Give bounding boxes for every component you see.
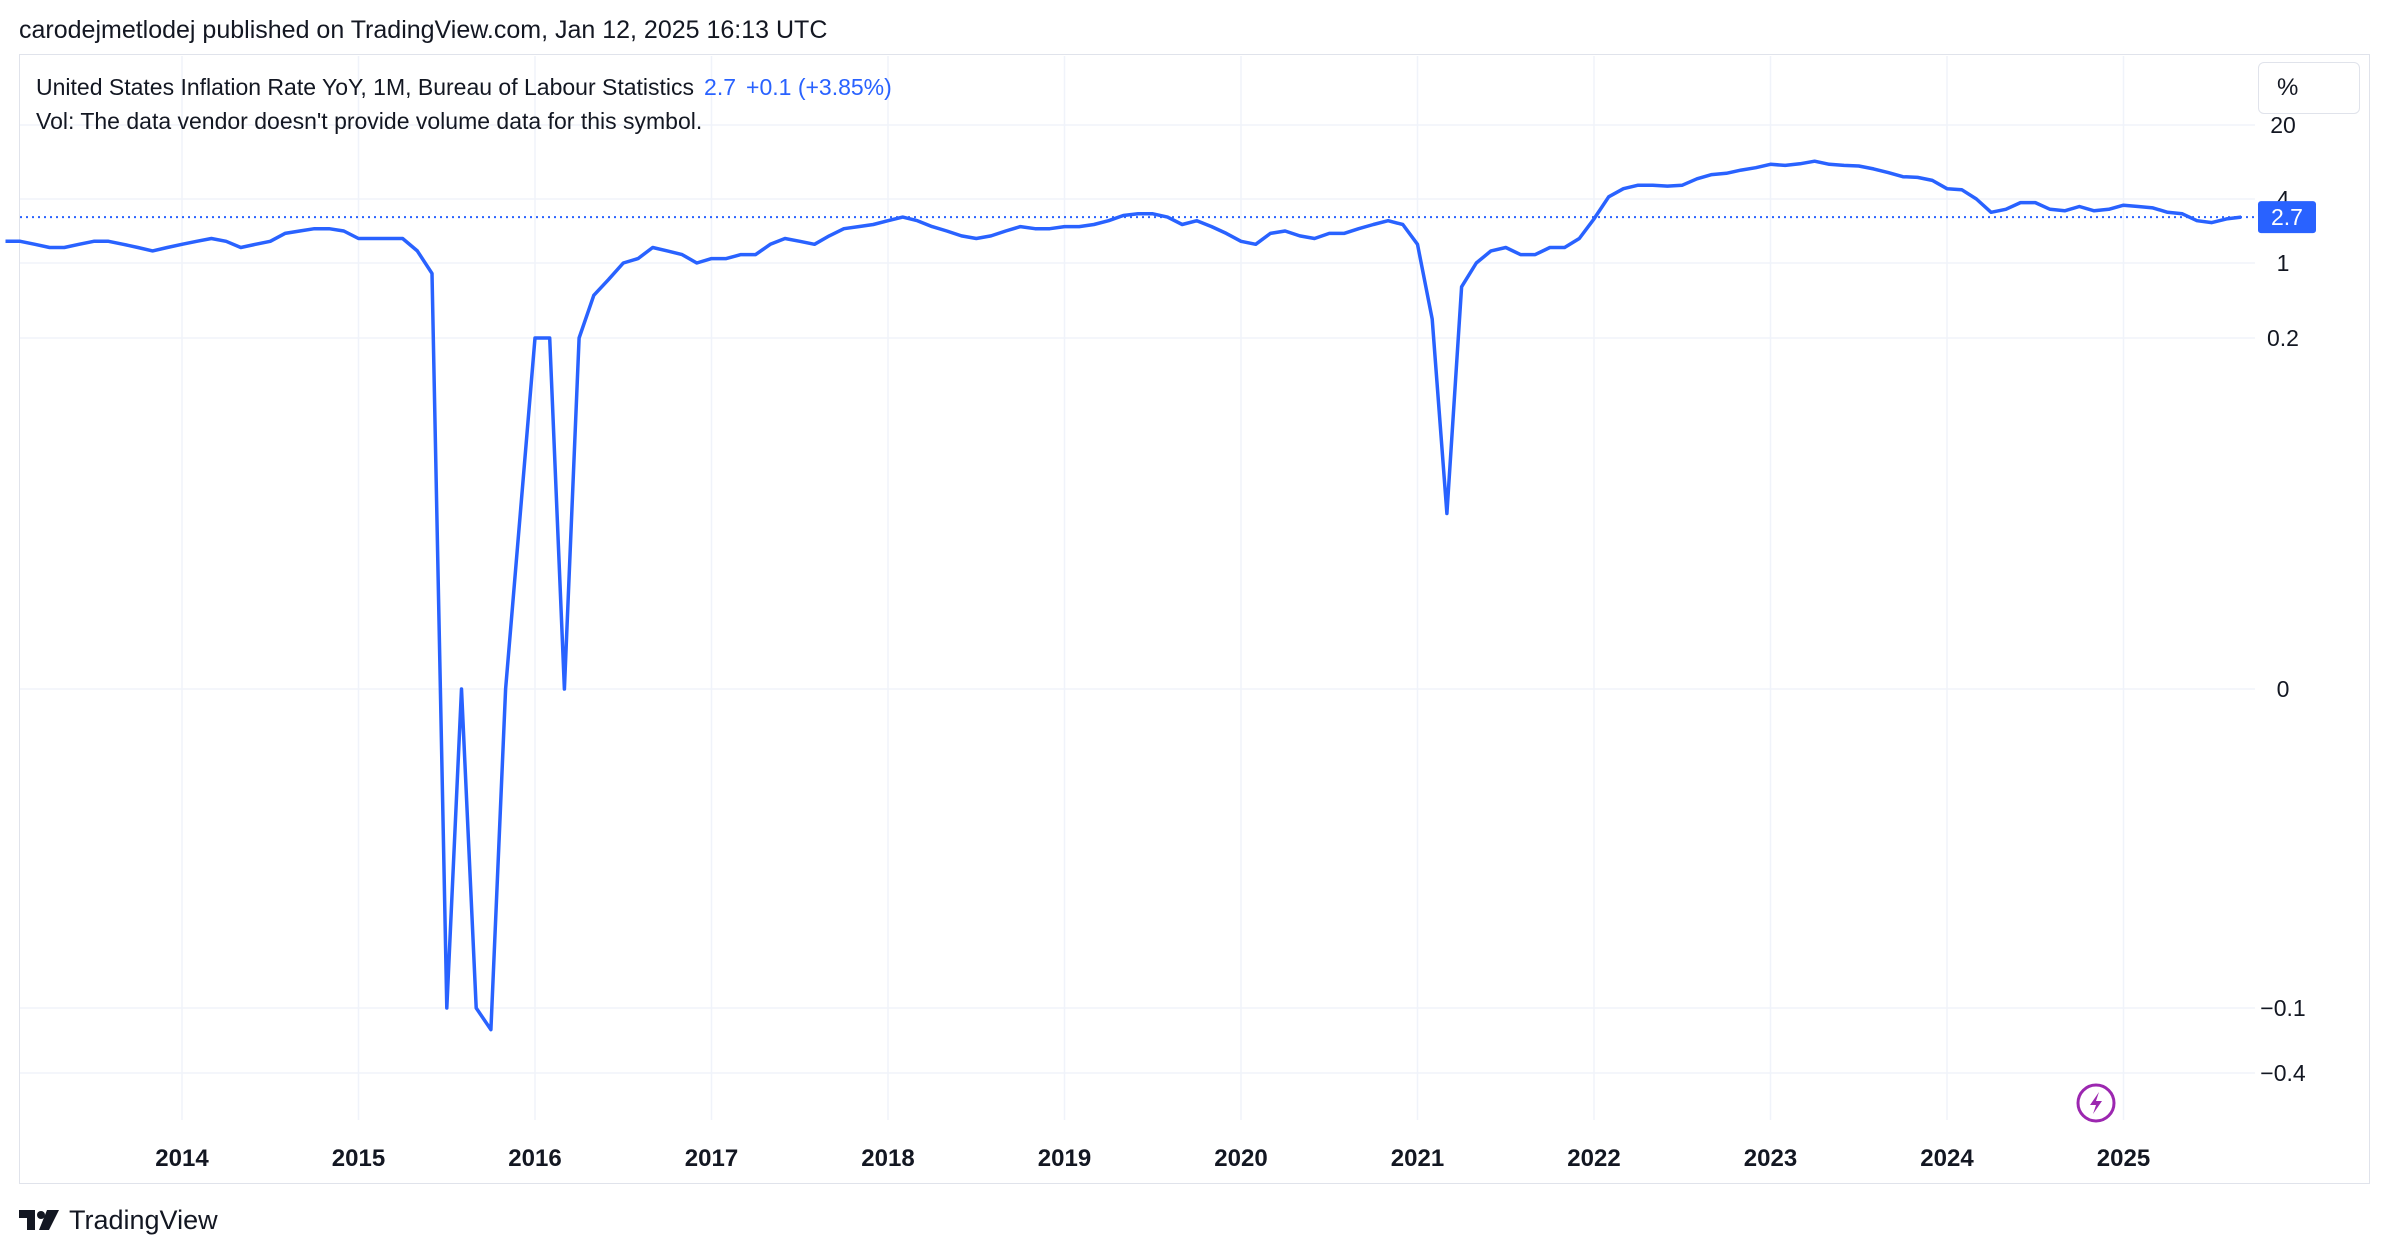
published-caption: carodejmetlodej published on TradingView… xyxy=(19,16,828,44)
x-tick-label: 2024 xyxy=(1920,1145,1974,1172)
chart-frame xyxy=(19,54,2370,1184)
y-tick-label: 0.2 xyxy=(2267,325,2299,351)
y-tick-label: 20 xyxy=(2270,112,2296,138)
legend-title: United States Inflation Rate YoY, 1M, Bu… xyxy=(36,74,695,100)
percent-scale-button[interactable]: % xyxy=(2258,62,2360,114)
y-tick-label: 1 xyxy=(2277,250,2290,276)
x-tick-label: 2014 xyxy=(155,1145,209,1172)
x-tick-label: 2020 xyxy=(1214,1145,1267,1172)
x-tick-label: 2017 xyxy=(685,1145,738,1172)
x-tick-label: 2022 xyxy=(1567,1145,1620,1172)
y-tick-label: −0.1 xyxy=(2260,995,2305,1021)
x-grid xyxy=(181,56,2125,1120)
legend-change: +0.1 (+3.85%) xyxy=(746,74,892,100)
x-tick-label: 2023 xyxy=(1744,1145,1797,1172)
brand[interactable]: TradingView xyxy=(19,1204,218,1236)
legend-title-row: United States Inflation Rate YoY, 1M, Bu… xyxy=(36,70,892,104)
legend: United States Inflation Rate YoY, 1M, Bu… xyxy=(36,70,892,138)
x-tick-label: 2019 xyxy=(1038,1145,1091,1172)
x-tick-label: 2025 xyxy=(2097,1145,2150,1172)
legend-volume-note: Vol: The data vendor doesn't provide vol… xyxy=(36,108,703,134)
y-grid xyxy=(20,124,2255,1074)
brand-name: TradingView xyxy=(69,1204,218,1235)
last-value-label: 2.7 xyxy=(2258,201,2316,234)
tradingview-logo-icon xyxy=(19,1210,59,1230)
lightning-icon[interactable] xyxy=(2076,1083,2116,1123)
legend-value: 2.7 xyxy=(704,74,737,100)
x-axis-labels: 2014 2015 2016 2017 2018 2019 2020 2021 2022 2023… xyxy=(155,1145,2150,1172)
y-tick-label: 0 xyxy=(2277,676,2290,702)
x-tick-label: 2018 xyxy=(861,1145,914,1172)
last-value-label-text: 2.7 xyxy=(2271,204,2303,230)
x-tick-label: 2016 xyxy=(508,1145,561,1172)
series-line-inflation[interactable] xyxy=(5,159,2242,1032)
x-tick-label: 2021 xyxy=(1391,1145,1444,1172)
last-value-label-bg xyxy=(2258,201,2316,234)
y-tick-label: −0.4 xyxy=(2260,1060,2306,1086)
x-tick-label: 2015 xyxy=(332,1145,385,1172)
